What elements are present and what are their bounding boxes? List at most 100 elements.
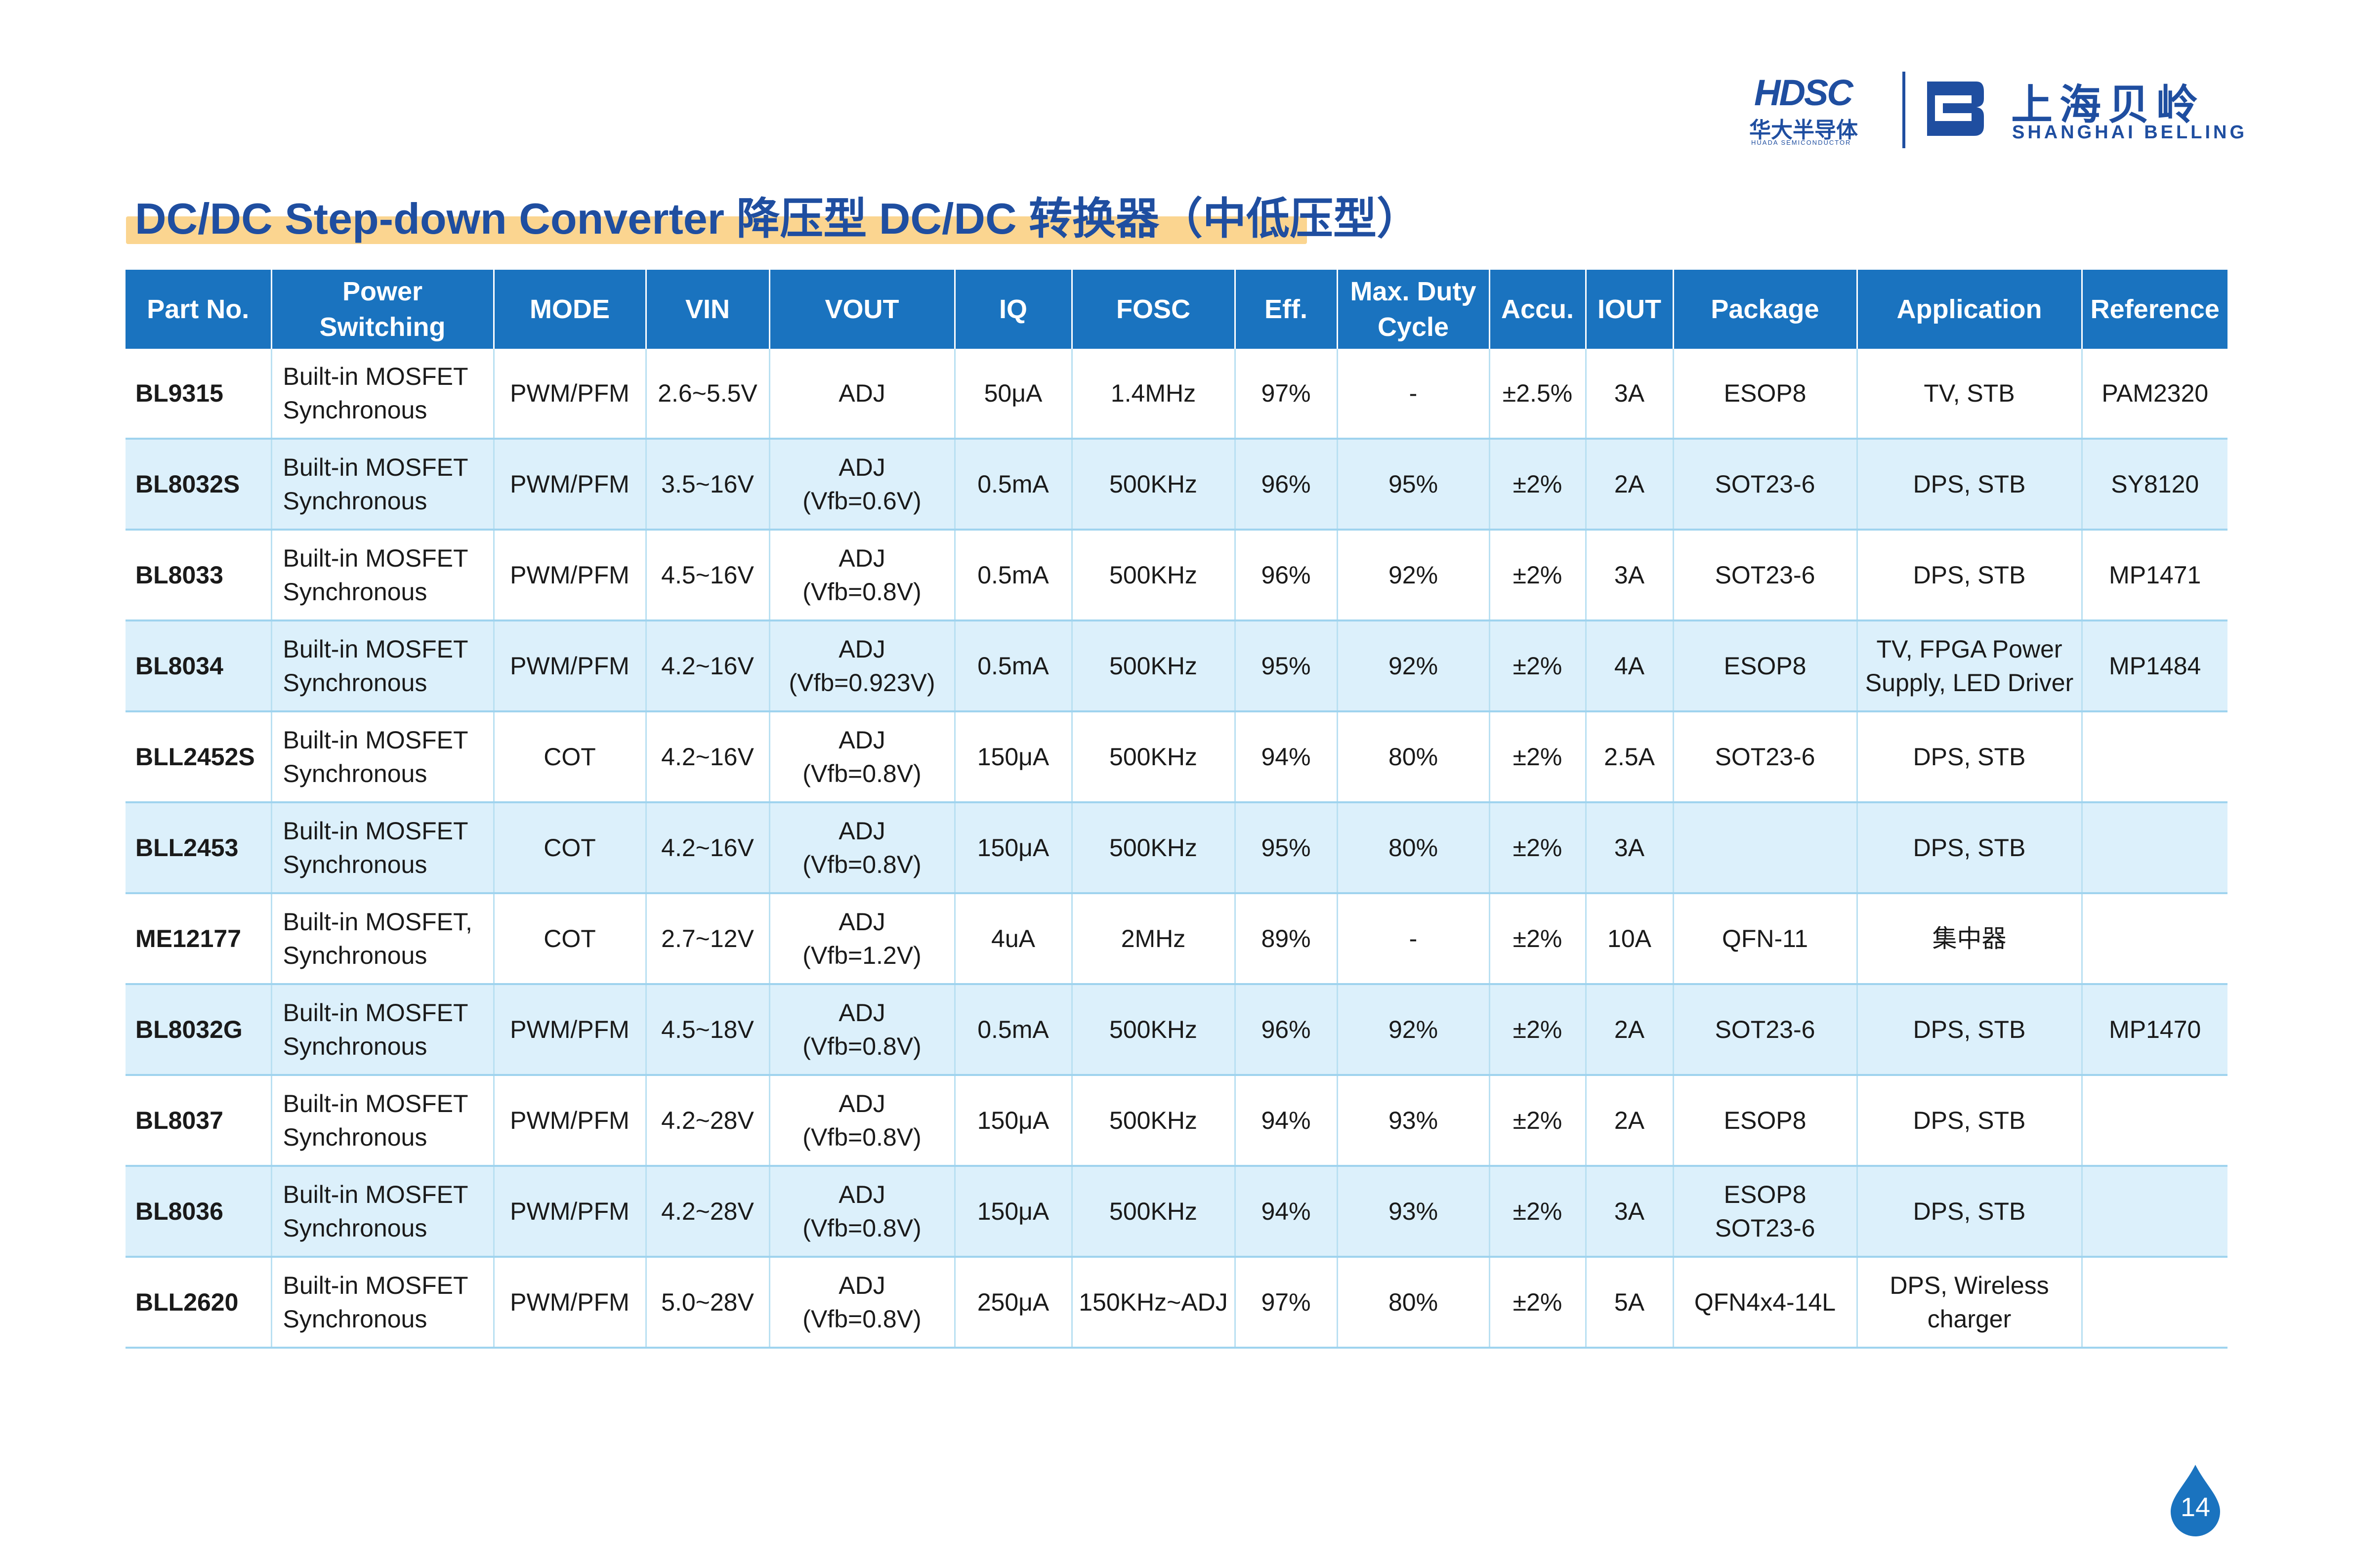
cell-fosc: 1.4MHz <box>1071 349 1235 440</box>
cell-fosc: 500KHz <box>1071 802 1235 894</box>
cell-vin: 4.2~16V <box>645 620 769 712</box>
cell-accu: ±2% <box>1488 1257 1586 1349</box>
cell-eff: 95% <box>1234 620 1337 712</box>
cell-fosc: 500KHz <box>1071 530 1235 621</box>
cell-eff: 96% <box>1234 530 1337 621</box>
cell-part-no: BL9315 <box>126 349 271 440</box>
cell-mode: COT <box>493 893 646 985</box>
cell-reference: MP1484 <box>2081 620 2227 712</box>
cell-reference <box>2081 802 2227 894</box>
column-header-vout: VOUT <box>768 270 955 349</box>
cell-mode: PWM/PFM <box>493 530 646 621</box>
cell-power-switching: Built-in MOSFET Synchronous <box>270 984 494 1076</box>
cell-package <box>1672 802 1857 894</box>
hdsc-logo-english: HUADA SEMICONDUCTOR <box>1751 139 1851 146</box>
cell-max-duty-cycle: 92% <box>1336 530 1489 621</box>
cell-iout: 2A <box>1585 439 1673 531</box>
cell-vout: ADJ (Vfb=0.8V) <box>768 711 955 803</box>
cell-iq: 150μA <box>954 1166 1072 1258</box>
cell-reference <box>2081 711 2227 803</box>
cell-iout: 10A <box>1585 893 1673 985</box>
cell-iout: 3A <box>1585 530 1673 621</box>
cell-eff: 94% <box>1234 1166 1337 1258</box>
cell-mode: PWM/PFM <box>493 984 646 1076</box>
cell-part-no: BL8032S <box>126 439 271 531</box>
cell-max-duty-cycle: 92% <box>1336 984 1489 1076</box>
cell-power-switching: Built-in MOSFET Synchronous <box>270 439 494 531</box>
table-row: BL9315 Built-in MOSFET Synchronous PWM/PFM… <box>126 349 2227 440</box>
cell-fosc: 500KHz <box>1071 1075 1235 1167</box>
cell-accu: ±2% <box>1488 893 1586 985</box>
cell-application: DPS, STB <box>1856 802 2082 894</box>
cell-reference <box>2081 1075 2227 1167</box>
cell-iout: 2A <box>1585 984 1673 1076</box>
cell-package: ESOP8 <box>1672 1075 1857 1167</box>
cell-vin: 4.2~16V <box>645 711 769 803</box>
cell-mode: PWM/PFM <box>493 620 646 712</box>
cell-vin: 5.0~28V <box>645 1257 769 1349</box>
cell-package: ESOP8 <box>1672 620 1857 712</box>
table-row: BL8034 Built-in MOSFET Synchronous PWM/PFM… <box>126 620 2227 712</box>
cell-power-switching: Built-in MOSFET Synchronous <box>270 1075 494 1167</box>
cell-max-duty-cycle: 95% <box>1336 439 1489 531</box>
cell-iq: 150μA <box>954 711 1072 803</box>
cell-accu: ±2.5% <box>1488 349 1586 440</box>
cell-max-duty-cycle: 93% <box>1336 1166 1489 1258</box>
cell-reference <box>2081 1257 2227 1349</box>
cell-reference: SY8120 <box>2081 439 2227 531</box>
section-title-wrap: DC/DC Step-down Converter 降压型 DC/DC 转换器（… <box>126 187 1420 251</box>
cell-vin: 4.2~16V <box>645 802 769 894</box>
cell-reference <box>2081 1166 2227 1258</box>
cell-power-switching: Built-in MOSFET Synchronous <box>270 620 494 712</box>
cell-package: SOT23-6 <box>1672 711 1857 803</box>
cell-iout: 4A <box>1585 620 1673 712</box>
cell-part-no: BL8036 <box>126 1166 271 1258</box>
cell-application: 集中器 <box>1856 893 2082 985</box>
cell-mode: COT <box>493 711 646 803</box>
cell-vout: ADJ (Vfb=0.8V) <box>768 530 955 621</box>
cell-package: QFN-11 <box>1672 893 1857 985</box>
cell-iq: 150μA <box>954 802 1072 894</box>
cell-accu: ±2% <box>1488 802 1586 894</box>
cell-reference: MP1471 <box>2081 530 2227 621</box>
column-header-accu: Accu. <box>1488 270 1586 349</box>
cell-vout: ADJ (Vfb=1.2V) <box>768 893 955 985</box>
header-row: Part No. Power Switching MODE VIN VOUT IQ FOSC… <box>126 270 2227 349</box>
cell-power-switching: Built-in MOSFET Synchronous <box>270 1166 494 1258</box>
cell-package: ESOP8 <box>1672 349 1857 440</box>
table-header: Part No. Power Switching MODE VIN VOUT IQ FOSC… <box>126 270 2227 349</box>
table-row: BLL2452S Built-in MOSFET Synchronous COT 4.… <box>126 711 2227 803</box>
column-header-max-duty-cycle: Max. Duty Cycle <box>1336 270 1489 349</box>
cell-vout: ADJ (Vfb=0.8V) <box>768 1166 955 1258</box>
cell-application: DPS, STB <box>1856 1166 2082 1258</box>
cell-eff: 96% <box>1234 439 1337 531</box>
page-number: 14 <box>2180 1492 2211 1522</box>
cell-iq: 0.5mA <box>954 984 1072 1076</box>
cell-eff: 97% <box>1234 349 1337 440</box>
cell-vin: 4.2~28V <box>645 1075 769 1167</box>
hdsc-logo: HDSC 华大半导体 HUADA SEMICONDUCTOR <box>1749 72 1883 146</box>
column-header-package: Package <box>1672 270 1857 349</box>
brand-logos: HDSC 华大半导体 HUADA SEMICONDUCTOR 上海贝岭 SHAN… <box>1749 67 2244 151</box>
cell-application: DPS, STB <box>1856 439 2082 531</box>
column-header-power-switching: Power Switching <box>270 270 494 349</box>
column-header-vin: VIN <box>645 270 769 349</box>
cell-fosc: 150KHz~ADJ <box>1071 1257 1235 1349</box>
cell-max-duty-cycle: - <box>1336 349 1489 440</box>
cell-eff: 89% <box>1234 893 1337 985</box>
belling-logo-english: SHANGHAI BELLING <box>2012 122 2247 143</box>
cell-iq: 0.5mA <box>954 620 1072 712</box>
page-title: DC/DC Step-down Converter 降压型 DC/DC 转换器（… <box>135 194 1420 243</box>
cell-iq: 250μA <box>954 1257 1072 1349</box>
cell-package: QFN4x4-14L <box>1672 1257 1857 1349</box>
cell-part-no: BL8032G <box>126 984 271 1076</box>
cell-part-no: BL8034 <box>126 620 271 712</box>
cell-part-no: BLL2453 <box>126 802 271 894</box>
cell-reference <box>2081 893 2227 985</box>
table-row: BL8033 Built-in MOSFET Synchronous PWM/PFM… <box>126 530 2227 621</box>
cell-max-duty-cycle: 80% <box>1336 711 1489 803</box>
table-row: BLL2620 Built-in MOSFET Synchronous PWM/PF… <box>126 1257 2227 1349</box>
logo-divider <box>1902 72 1905 148</box>
cell-accu: ±2% <box>1488 1075 1586 1167</box>
hdsc-logo-chinese: 华大半导体 <box>1749 118 1858 142</box>
